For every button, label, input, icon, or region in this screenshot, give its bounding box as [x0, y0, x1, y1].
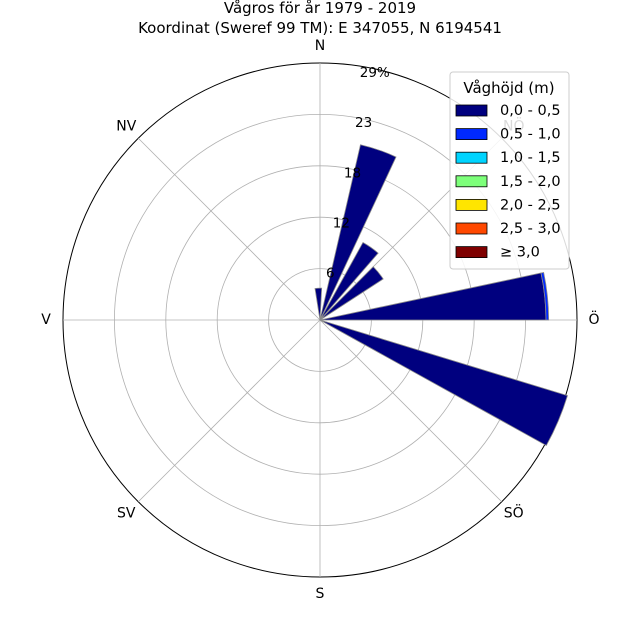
legend-swatch [455, 128, 488, 141]
legend-label: 1,5 - 2,0 [500, 174, 561, 190]
legend-label: 1,0 - 1,5 [500, 150, 561, 166]
radial-tick-label: 29% [360, 65, 390, 81]
direction-label: Ö [588, 310, 599, 328]
legend-swatch [455, 246, 488, 259]
grid-spoke [319, 319, 503, 503]
legend-label: 2,5 - 3,0 [500, 221, 561, 237]
radial-tick-labels: 6 12 18 23 29% [326, 65, 390, 282]
chart-title: Vågros för år 1979 - 2019 [224, 0, 416, 17]
legend: Våghöjd (m) 0,0 - 0,5 0,5 - 1,0 1,0 - 1,5 1… [449, 71, 570, 270]
legend-swatch [455, 104, 488, 117]
bars [314, 144, 568, 446]
legend-swatch [455, 175, 488, 188]
direction-label: S [316, 586, 325, 602]
radial-tick-label: 23 [355, 115, 372, 131]
direction-label: SÖ [504, 504, 524, 522]
wave-bar [319, 266, 384, 321]
wave-bar [319, 319, 568, 446]
legend-swatch [455, 151, 488, 164]
chart-subtitle: Koordinat (Sweref 99 TM): E 347055, N 61… [138, 19, 502, 37]
legend-frame [449, 71, 570, 270]
direction-label: N [315, 38, 325, 54]
radial-tick-label: 6 [326, 266, 335, 282]
wave-bar [319, 144, 397, 321]
direction-label: SV [117, 506, 136, 522]
legend-label: 2,0 - 2,5 [500, 197, 561, 213]
direction-label: V [41, 312, 51, 328]
legend-label: 0,0 - 0,5 [500, 103, 561, 119]
legend-swatch [455, 222, 488, 235]
radial-tick-label: 18 [344, 165, 361, 181]
wave-bar [314, 287, 323, 321]
legend-label: 0,5 - 1,0 [500, 127, 561, 143]
legend-label: ≥ 3,0 [500, 245, 540, 261]
direction-label: NV [116, 118, 136, 134]
grid-spoke [137, 319, 321, 503]
legend-swatch [455, 198, 488, 211]
grid-spoke [137, 137, 321, 321]
wave-bar [319, 241, 379, 321]
wave-bar [540, 271, 550, 321]
radial-tick-label: 12 [333, 216, 350, 232]
legend-title: Våghöjd (m) [463, 79, 554, 97]
